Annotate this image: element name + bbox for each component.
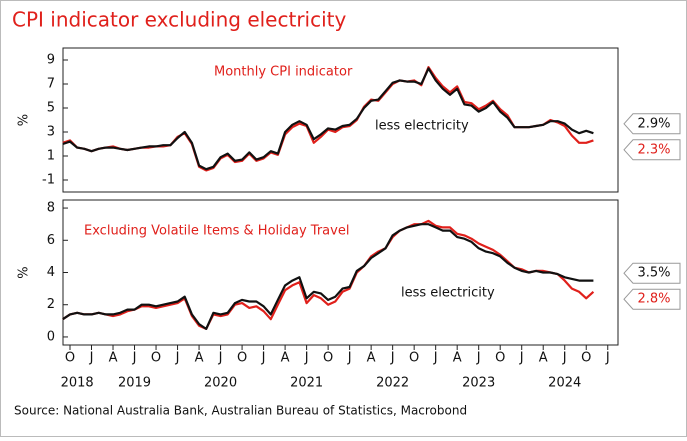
x-tick-label: J (132, 351, 137, 366)
end-callout (623, 139, 681, 161)
series-line (62, 223, 594, 330)
y-tick-label: 5 (47, 101, 55, 116)
y-axis-label: % (17, 266, 32, 278)
x-tick-label: O (409, 351, 419, 366)
x-tick-label: O (581, 351, 591, 366)
year-label: 2024 (548, 376, 581, 391)
x-tick-label: J (562, 351, 567, 366)
x-tick-label: O (151, 351, 161, 366)
y-tick-label: 0 (47, 329, 55, 344)
x-tick-label: O (495, 351, 505, 366)
year-label: 2023 (462, 376, 495, 391)
x-tick-label: A (281, 351, 290, 366)
series-line (62, 67, 594, 171)
x-tick-label: J (347, 351, 352, 366)
x-tick-label: J (433, 351, 438, 366)
x-tick-label: J (89, 351, 94, 366)
x-tick-label: A (367, 351, 376, 366)
y-tick-label: 4 (47, 265, 55, 280)
y-tick-label: 6 (47, 233, 55, 248)
plot-area (62, 47, 619, 193)
end-label: 2.9% (637, 116, 670, 131)
x-tick-label: A (539, 351, 548, 366)
y-tick-label: 7 (47, 77, 55, 92)
x-tick-label: J (476, 351, 481, 366)
year-label: 2022 (376, 376, 409, 391)
x-tick-label: A (109, 351, 118, 366)
end-label: 2.3% (637, 142, 670, 157)
annotation: less electricity (401, 286, 495, 301)
x-tick-label: J (605, 351, 610, 366)
year-label: 2021 (290, 376, 323, 391)
end-label: 3.5% (637, 266, 670, 281)
x-tick-label: J (261, 351, 266, 366)
end-callout (623, 288, 681, 310)
y-tick-label: -1 (42, 173, 55, 188)
year-label: 2020 (204, 376, 237, 391)
x-tick-label: J (218, 351, 223, 366)
x-tick-label: O (65, 351, 75, 366)
end-callout (623, 113, 681, 135)
x-tick-label: J (304, 351, 309, 366)
y-tick-label: 8 (47, 201, 55, 216)
x-tick-label: O (237, 351, 247, 366)
end-label: 2.8% (637, 292, 670, 307)
x-tick-label: A (195, 351, 204, 366)
annotation: Excluding Volatile Items & Holiday Trave… (84, 224, 349, 239)
year-label: 2018 (61, 376, 94, 391)
y-tick-label: 9 (47, 53, 55, 68)
y-tick-label: 2 (47, 297, 55, 312)
x-tick-label: J (175, 351, 180, 366)
source: Source: National Australia Bank, Austral… (14, 404, 467, 418)
y-tick-label: 1 (47, 149, 55, 164)
series-line (62, 219, 595, 330)
x-tick-label: O (323, 351, 333, 366)
end-callout (623, 262, 681, 284)
y-tick-label: 3 (47, 125, 55, 140)
y-axis-label: % (17, 114, 32, 126)
x-tick-label: A (453, 351, 462, 366)
annotation: less electricity (375, 119, 469, 134)
x-tick-label: J (390, 351, 395, 366)
chart-title: CPI indicator excluding electricity (12, 8, 347, 32)
year-label: 2019 (118, 376, 151, 391)
annotation: Monthly CPI indicator (214, 65, 353, 80)
x-tick-label: J (519, 351, 524, 366)
